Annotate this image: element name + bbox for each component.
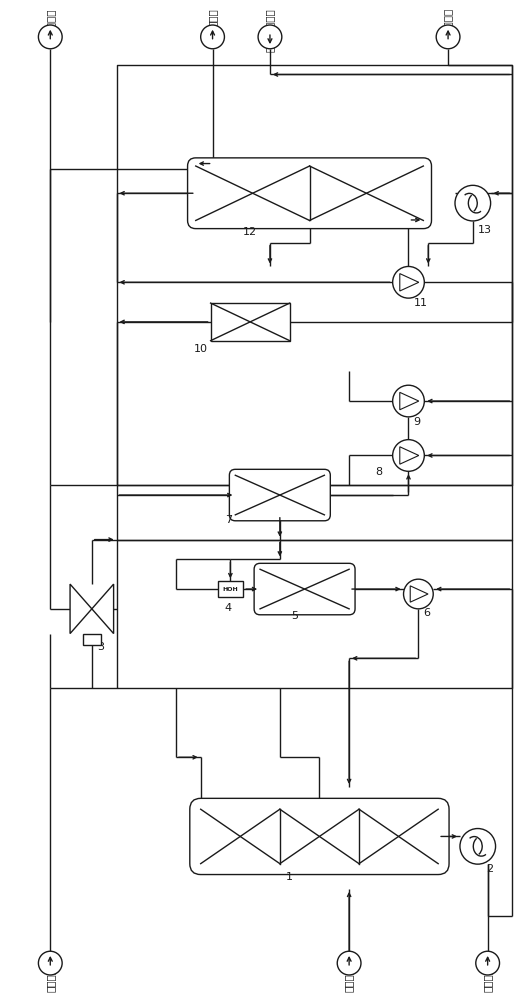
Text: 9: 9 [414, 417, 421, 427]
Text: 7: 7 [225, 515, 232, 525]
Text: 12: 12 [243, 227, 257, 237]
Text: 净化工艺冷凝液: 净化工艺冷凝液 [265, 8, 275, 52]
FancyBboxPatch shape [190, 798, 449, 875]
Text: 1: 1 [286, 872, 293, 882]
Polygon shape [92, 584, 114, 634]
Text: 6: 6 [423, 608, 430, 618]
Bar [83, 634, 101, 645]
Circle shape [38, 25, 62, 49]
Text: 3: 3 [97, 642, 104, 652]
Text: 中压饱和蒸汽: 中压饱和蒸汽 [45, 8, 55, 46]
Circle shape [392, 440, 424, 471]
Circle shape [455, 185, 491, 221]
Text: 10: 10 [194, 344, 208, 354]
Polygon shape [70, 584, 92, 634]
Circle shape [392, 266, 424, 298]
Text: 工艺循环水: 工艺循环水 [443, 8, 453, 39]
Text: 8: 8 [375, 467, 383, 477]
Polygon shape [400, 392, 419, 410]
Text: 13: 13 [478, 225, 492, 235]
Circle shape [337, 951, 361, 975]
Circle shape [258, 25, 282, 49]
Text: 粗合成气: 粗合成气 [344, 967, 354, 992]
Text: HOH: HOH [222, 587, 238, 592]
Text: 中压锅炉水: 中压锅炉水 [483, 961, 493, 992]
Text: 11: 11 [414, 298, 427, 308]
Text: 5: 5 [291, 611, 298, 621]
FancyBboxPatch shape [254, 563, 355, 615]
Text: 4: 4 [225, 603, 232, 613]
Polygon shape [400, 274, 419, 291]
Polygon shape [410, 586, 428, 602]
Circle shape [38, 951, 62, 975]
Text: 变换气: 变换气 [208, 8, 218, 27]
Bar [211, 303, 290, 341]
Circle shape [476, 951, 500, 975]
Circle shape [201, 25, 225, 49]
Circle shape [392, 385, 424, 417]
Text: 2: 2 [486, 864, 493, 874]
Polygon shape [400, 447, 419, 464]
FancyBboxPatch shape [229, 469, 330, 521]
Circle shape [404, 579, 433, 609]
Circle shape [436, 25, 460, 49]
Text: 高压过热蒸汽: 高压过热蒸汽 [45, 954, 55, 992]
Bar [218, 581, 243, 597]
FancyBboxPatch shape [187, 158, 432, 229]
Circle shape [460, 829, 495, 864]
